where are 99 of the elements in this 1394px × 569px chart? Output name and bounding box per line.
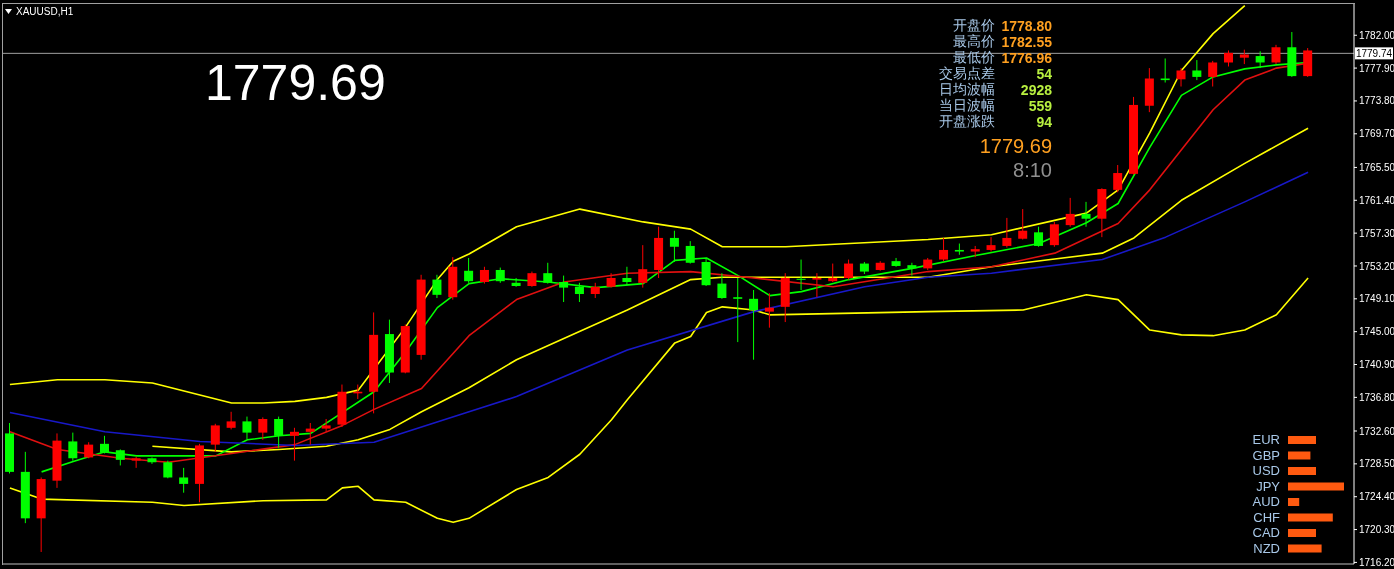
- annotation: 当日波幅: [939, 97, 995, 113]
- candlestick: [574, 282, 584, 303]
- annotation: 日均波幅: [939, 81, 995, 97]
- candlestick: [289, 427, 299, 462]
- candlestick: [511, 277, 521, 288]
- candlestick: [764, 292, 774, 329]
- candlestick: [701, 257, 711, 287]
- line-series: [151, 127, 1309, 453]
- bar: [1288, 436, 1316, 444]
- candlestick: [622, 266, 632, 286]
- bar: [1288, 529, 1316, 537]
- y-tick-label: 1773.80: [1359, 95, 1394, 107]
- candlestick: [1034, 226, 1044, 248]
- bar: [1288, 544, 1322, 553]
- annotation: 开盘价: [953, 17, 995, 33]
- candlestick: [685, 240, 695, 265]
- y-tick-label: 1732.60: [1359, 425, 1394, 437]
- candlestick: [1018, 208, 1028, 241]
- candlestick: [1081, 201, 1091, 228]
- bar: [1288, 482, 1344, 491]
- y-tick-label: USD: [1252, 463, 1280, 479]
- annotation: 54: [1036, 66, 1052, 82]
- y-tick-label: 1728.50: [1359, 458, 1394, 470]
- candlestick: [638, 244, 648, 289]
- line-series: [9, 4, 1246, 404]
- candlestick: [1176, 67, 1186, 88]
- y-tick-label: EUR: [1252, 432, 1280, 448]
- candlestick: [242, 416, 252, 440]
- candlestick: [543, 262, 553, 285]
- bar: [1288, 467, 1316, 475]
- candlestick: [179, 467, 189, 494]
- annotation: 2928: [1020, 82, 1052, 98]
- candlestick: [559, 275, 569, 303]
- candlestick: [210, 423, 220, 453]
- annotation: 最低价: [953, 49, 995, 65]
- y-tick-label: 1724.40: [1359, 491, 1394, 503]
- candlestick: [749, 289, 759, 361]
- candlestick: [669, 230, 679, 263]
- candlestick: [1208, 60, 1218, 88]
- candlestick: [1192, 59, 1202, 81]
- chart-title: XAUUSD,H1: [16, 6, 74, 17]
- candlestick: [258, 416, 268, 441]
- candlestick: [733, 277, 743, 343]
- annotation: 1776.96: [1001, 50, 1052, 66]
- y-tick-label: 1716.20: [1359, 556, 1394, 568]
- annotation: 1778.80: [1001, 18, 1052, 34]
- candlestick: [432, 274, 442, 299]
- y-tick-label: 1777.90: [1359, 62, 1394, 74]
- candlestick: [1002, 217, 1012, 249]
- y-tick-label: 1769.70: [1359, 128, 1394, 140]
- y-tick-label: JPY: [1256, 478, 1281, 494]
- candlestick: [274, 416, 284, 449]
- y-tick-label: AUD: [1252, 494, 1280, 510]
- y-tick-label: CAD: [1252, 525, 1280, 541]
- candlestick: [717, 272, 727, 300]
- candlestick: [844, 259, 854, 281]
- y-tick-label: 1745.00: [1359, 326, 1394, 338]
- annotation: 1779.69: [205, 55, 386, 111]
- y-tick-label: 1736.80: [1359, 391, 1394, 403]
- candlestick: [68, 432, 78, 462]
- candlestick: [907, 262, 917, 277]
- candlestick: [1113, 164, 1123, 193]
- annotation: 559: [1028, 98, 1052, 114]
- candlestick: [796, 259, 806, 291]
- annotation: 94: [1036, 114, 1052, 130]
- y-tick-label: CHF: [1253, 509, 1281, 525]
- ref-line-label: 1779.74: [1355, 48, 1393, 60]
- bar: [1288, 513, 1333, 522]
- y-tick-label: GBP: [1252, 447, 1280, 463]
- annotation: 开盘涨跌: [939, 113, 995, 129]
- annotation: 交易点差: [939, 65, 995, 81]
- candlestick: [464, 257, 474, 284]
- candlestick: [1271, 44, 1281, 65]
- candlestick: [147, 456, 157, 465]
- candlestick: [1049, 221, 1059, 248]
- line-series: [9, 277, 1309, 524]
- candlestick: [1065, 197, 1075, 228]
- candlestick: [812, 272, 822, 298]
- y-tick-label: 1761.40: [1359, 194, 1394, 206]
- y-tick-label: 1720.30: [1359, 524, 1394, 536]
- y-tick-label: 1740.90: [1359, 359, 1394, 371]
- candlestick: [226, 411, 236, 430]
- annotation: 1782.55: [1001, 34, 1052, 50]
- candlestick: [986, 236, 996, 253]
- y-tick-label: NZD: [1253, 540, 1280, 556]
- y-tick-label: 1753.20: [1359, 260, 1394, 272]
- candlestick: [828, 263, 838, 283]
- annotation: 8:10: [1013, 159, 1052, 181]
- y-tick-label: 1749.10: [1359, 293, 1394, 305]
- y-tick-label: 1782.00: [1359, 29, 1394, 41]
- bar: [1288, 451, 1311, 460]
- y-tick-label: 1765.50: [1359, 161, 1394, 173]
- annotation: 最高价: [953, 33, 995, 49]
- candlestick: [305, 422, 315, 446]
- y-tick-label: 1757.30: [1359, 227, 1394, 239]
- annotation: 1779.69: [979, 135, 1052, 157]
- candlestick: [939, 237, 949, 262]
- candlestick: [321, 418, 331, 433]
- bar: [1288, 498, 1300, 506]
